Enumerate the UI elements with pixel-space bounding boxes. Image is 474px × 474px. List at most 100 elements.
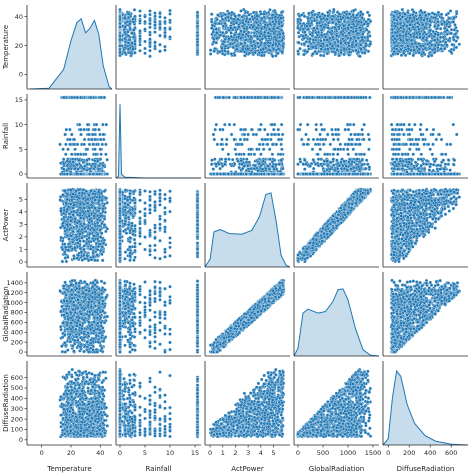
scatter-point	[138, 19, 141, 22]
scatter-point	[229, 27, 232, 30]
scatter-point	[78, 123, 81, 126]
panel-temperature-vs-actpower	[205, 5, 290, 89]
scatter-point	[133, 51, 136, 54]
scatter-point	[331, 15, 334, 18]
scatter-point	[221, 18, 224, 21]
scatter-point	[409, 49, 412, 52]
scatter-point	[428, 41, 431, 44]
scatter-point	[232, 46, 235, 49]
scatter-point	[250, 44, 253, 47]
scatter-point	[274, 15, 277, 18]
scatter-point	[363, 23, 366, 26]
scatter-point	[366, 11, 369, 14]
scatter-point	[392, 35, 395, 38]
scatter-point	[319, 39, 322, 42]
scatter-point	[124, 40, 127, 43]
scatter-point	[235, 21, 238, 24]
scatter-point	[158, 26, 161, 29]
scatter-point	[418, 51, 421, 54]
scatter-point	[124, 46, 127, 49]
scatter-point	[153, 23, 156, 26]
scatter-point	[437, 20, 440, 23]
scatter-point	[428, 20, 431, 23]
scatter-point	[163, 49, 166, 52]
scatter-point	[210, 13, 213, 16]
scatter-point	[326, 18, 329, 21]
scatter-point	[320, 47, 323, 50]
scatter-point	[280, 50, 283, 53]
scatter-point	[439, 27, 442, 30]
scatter-point	[131, 18, 134, 21]
scatter-point	[348, 13, 351, 16]
scatter-point	[233, 33, 236, 36]
scatter-point	[254, 51, 257, 54]
scatter-point	[433, 13, 436, 16]
scatter-point	[334, 23, 337, 26]
scatter-point	[94, 148, 97, 151]
scatter-point	[163, 27, 166, 30]
scatter-point	[364, 44, 367, 47]
scatter-point	[230, 52, 233, 55]
scatter-point	[138, 49, 141, 52]
scatter-point	[394, 11, 397, 14]
scatter-point	[343, 53, 346, 56]
scatter-point	[158, 12, 161, 15]
scatter-point	[326, 52, 329, 55]
scatter-point	[102, 133, 105, 136]
scatter-point	[252, 11, 255, 14]
scatter-point	[168, 12, 171, 15]
scatter-point	[220, 47, 223, 50]
scatter-point	[104, 143, 107, 146]
scatter-point	[68, 128, 71, 131]
scatter-point	[102, 138, 105, 141]
scatter-point	[400, 26, 403, 29]
scatter-point	[260, 41, 263, 44]
scatter-point	[411, 42, 414, 45]
scatter-point	[260, 32, 263, 35]
scatter-point	[331, 44, 334, 47]
scatter-point	[221, 52, 224, 55]
scatter-point	[447, 39, 450, 42]
scatter-point	[324, 35, 327, 38]
scatter-point	[339, 42, 342, 45]
scatter-point	[331, 18, 334, 21]
scatter-point	[249, 26, 252, 29]
scatter-point	[436, 33, 439, 36]
scatter-point	[241, 33, 244, 36]
scatter-point	[263, 31, 266, 34]
scatter-point	[320, 44, 323, 47]
scatter-point	[406, 44, 409, 47]
scatter-point	[419, 44, 422, 47]
scatter-point	[344, 35, 347, 38]
scatter-point	[396, 52, 399, 55]
scatter-point	[158, 43, 161, 46]
scatter-point	[86, 123, 89, 126]
scatter-point	[437, 43, 440, 46]
scatter-point	[260, 54, 263, 57]
scatter-point	[148, 41, 151, 44]
scatter-point	[456, 36, 459, 39]
scatter-point	[62, 148, 65, 151]
scatter-point	[213, 50, 216, 53]
scatter-point	[127, 12, 130, 15]
scatter-point	[311, 52, 314, 55]
scatter-point	[153, 30, 156, 33]
scatter-point	[130, 42, 133, 45]
scatter-point	[329, 31, 332, 34]
scatter-point	[326, 11, 329, 14]
scatter-point	[359, 47, 362, 50]
scatter-point	[412, 54, 415, 57]
scatter-point	[397, 16, 400, 19]
scatter-point	[347, 26, 350, 29]
scatter-point	[302, 35, 305, 38]
scatter-point	[222, 25, 225, 28]
scatter-point	[320, 33, 323, 36]
scatter-point	[153, 41, 156, 44]
scatter-point	[335, 34, 338, 37]
scatter-point	[118, 18, 121, 21]
scatter-point	[138, 37, 141, 40]
scatter-point	[148, 49, 151, 52]
scatter-point	[252, 26, 255, 29]
scatter-point	[297, 41, 300, 44]
scatter-point	[323, 38, 326, 41]
